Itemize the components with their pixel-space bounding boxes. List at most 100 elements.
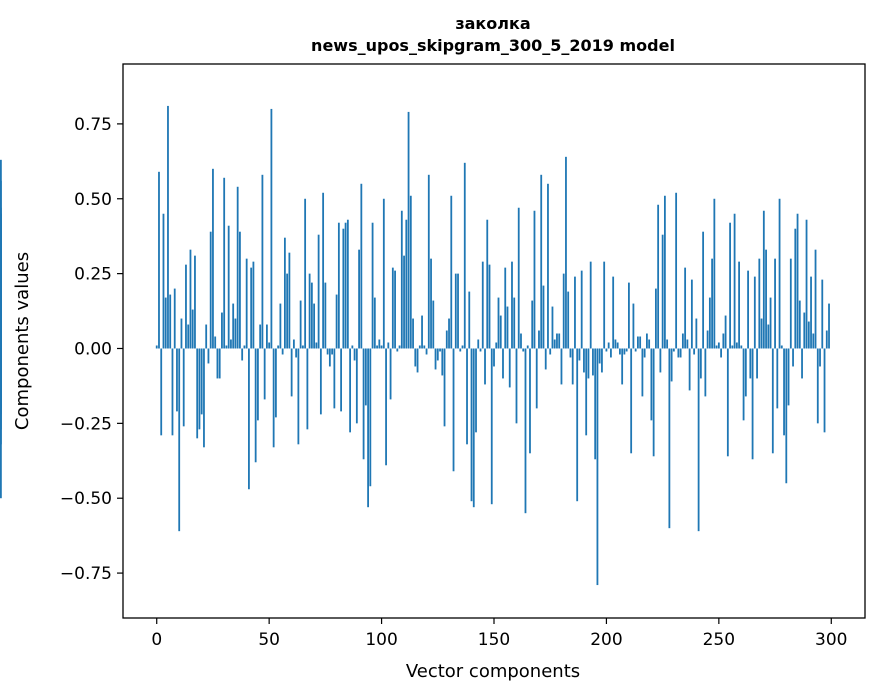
bar — [308, 273, 311, 349]
bar — [592, 348, 594, 376]
bar — [515, 348, 518, 424]
bar — [252, 261, 255, 349]
plot-area-frame — [122, 63, 866, 619]
bar — [713, 198, 716, 349]
y-tick-label: 0.25 — [74, 265, 112, 285]
bar — [477, 339, 480, 349]
bar — [328, 348, 331, 367]
bar — [803, 312, 806, 349]
bar — [436, 348, 439, 361]
bar — [652, 348, 655, 457]
bar — [290, 348, 293, 397]
bar — [292, 339, 295, 349]
bar — [540, 174, 543, 349]
bar — [502, 348, 504, 379]
bar — [558, 333, 561, 349]
bar — [695, 318, 698, 349]
bar — [376, 345, 378, 349]
bar — [533, 210, 536, 349]
bar — [400, 210, 403, 349]
bar — [445, 330, 448, 349]
bar — [158, 171, 160, 349]
bar — [578, 348, 581, 361]
bar — [272, 348, 275, 448]
bar — [722, 333, 725, 349]
bar — [760, 318, 763, 349]
bar — [819, 348, 821, 367]
bar — [275, 348, 277, 418]
bar — [295, 348, 298, 358]
bar — [637, 336, 639, 349]
bar — [562, 273, 565, 349]
bar — [756, 348, 758, 379]
bar — [765, 249, 767, 349]
bar — [628, 282, 630, 349]
bar — [684, 267, 687, 349]
bar — [340, 348, 342, 412]
bar — [650, 348, 653, 421]
bar — [288, 252, 291, 349]
bar — [196, 348, 199, 439]
bar — [349, 348, 351, 433]
bar — [250, 267, 253, 349]
bar — [268, 342, 271, 349]
bar — [499, 315, 502, 349]
bar — [171, 348, 174, 436]
bar — [371, 222, 374, 349]
bar — [747, 270, 749, 349]
bar — [740, 345, 743, 349]
bar — [403, 255, 405, 349]
bar — [387, 342, 390, 349]
bar — [538, 330, 540, 349]
bar — [351, 345, 354, 349]
bar — [396, 348, 399, 352]
bar — [315, 342, 318, 349]
bar — [212, 168, 214, 349]
bar — [304, 198, 307, 349]
bar — [517, 207, 520, 349]
bar — [535, 348, 538, 409]
bar — [585, 348, 588, 436]
bar — [598, 348, 601, 364]
bar — [807, 321, 810, 349]
bar — [261, 174, 264, 349]
bar — [556, 333, 558, 349]
bar — [814, 249, 817, 349]
bar — [639, 336, 642, 349]
bar — [610, 348, 612, 358]
bar — [787, 348, 790, 406]
bar — [783, 348, 785, 436]
bar — [461, 345, 464, 349]
bar — [560, 348, 563, 385]
bar — [506, 306, 509, 349]
bar — [646, 333, 648, 349]
bar — [257, 348, 259, 421]
bar — [239, 231, 241, 349]
bar — [603, 261, 606, 349]
bar — [758, 258, 761, 349]
bar — [493, 348, 495, 367]
bar — [643, 348, 646, 358]
bar — [450, 195, 453, 349]
bar — [742, 348, 745, 421]
bar — [427, 174, 430, 349]
bar — [816, 348, 819, 424]
bar — [825, 330, 828, 349]
bar — [463, 162, 466, 349]
bar — [470, 348, 473, 502]
bar — [241, 348, 244, 361]
bar — [596, 348, 599, 586]
bar — [828, 303, 830, 349]
bar — [281, 348, 284, 355]
bar — [310, 282, 313, 349]
bar — [495, 342, 498, 349]
bar — [358, 249, 360, 349]
bar — [677, 348, 680, 358]
bar — [466, 348, 468, 445]
bar — [472, 348, 475, 508]
bar — [726, 348, 729, 457]
bar — [654, 288, 657, 349]
bar — [205, 324, 208, 349]
bar — [326, 348, 329, 355]
bar — [236, 186, 239, 349]
